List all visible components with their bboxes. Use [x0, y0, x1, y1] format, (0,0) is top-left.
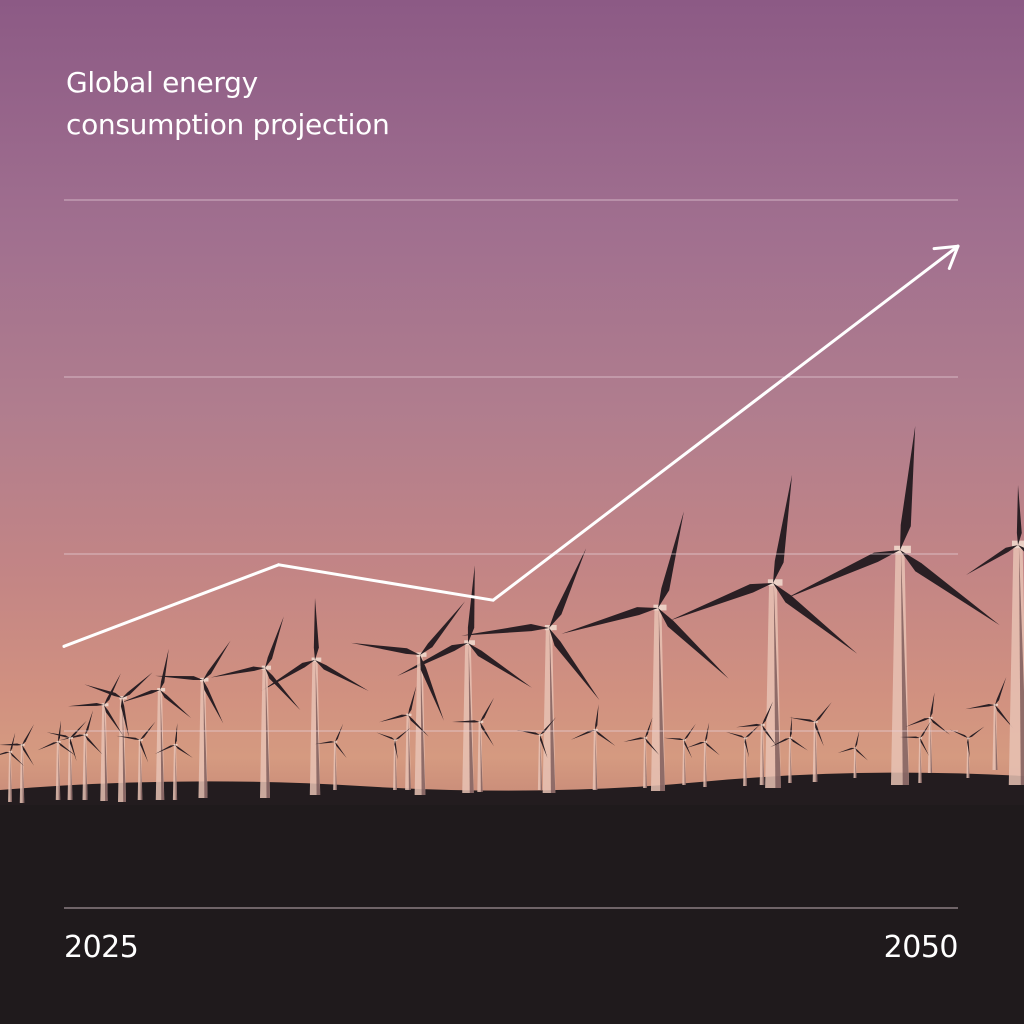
- wind-turbine: [351, 601, 465, 795]
- wind-turbine: [623, 717, 660, 788]
- wind-turbine: [725, 724, 760, 786]
- wind-turbine: [0, 732, 25, 802]
- series-line: [62, 244, 960, 648]
- wind-turbine: [37, 720, 76, 800]
- wind-turbine: [966, 485, 1024, 785]
- wind-turbine: [461, 548, 600, 793]
- wind-turbine: [669, 474, 858, 788]
- wind-turbine: [154, 723, 193, 800]
- wind-turbine: [900, 721, 931, 783]
- data-point: [62, 644, 66, 648]
- wind-turbine: [0, 724, 34, 803]
- wind-turbine: [784, 425, 1000, 785]
- wind-turbine: [397, 565, 532, 793]
- data-point: [277, 563, 281, 567]
- wind-turbine: [452, 697, 494, 792]
- wind-turbine: [570, 704, 616, 790]
- wind-turbine: [46, 720, 87, 800]
- wind-turbine: [210, 616, 301, 798]
- data-point: [491, 598, 495, 602]
- ground-shadow: [0, 805, 1024, 1024]
- wind-turbine: [155, 640, 231, 798]
- wind-turbine: [68, 673, 124, 801]
- x-tick-label-end: 2050: [883, 930, 959, 965]
- chart-title-line-2: consumption projection: [66, 108, 390, 141]
- wind-turbine: [949, 726, 985, 778]
- chart-title-line-1: Global energy: [66, 66, 258, 99]
- wind-turbine: [120, 648, 192, 800]
- wind-turbine: [59, 710, 103, 800]
- gridlines: [64, 199, 958, 909]
- wind-turbine: [376, 727, 411, 790]
- wind-turbine: [84, 672, 153, 802]
- wind-turbine: [561, 511, 729, 791]
- wind-turbine: [789, 702, 832, 782]
- x-tick-label-start: 2025: [64, 930, 139, 965]
- wind-turbine: [965, 677, 1014, 770]
- wind-turbine: [837, 730, 868, 778]
- chart-title: Global energy consumption projection: [66, 62, 586, 146]
- wind-turbine: [664, 723, 696, 785]
- wind-turbine: [736, 701, 777, 785]
- wind-turbine: [315, 723, 347, 790]
- wind-turbine: [770, 716, 809, 783]
- data-points: [62, 244, 960, 648]
- data-point: [956, 244, 960, 248]
- wind-turbine: [685, 722, 720, 787]
